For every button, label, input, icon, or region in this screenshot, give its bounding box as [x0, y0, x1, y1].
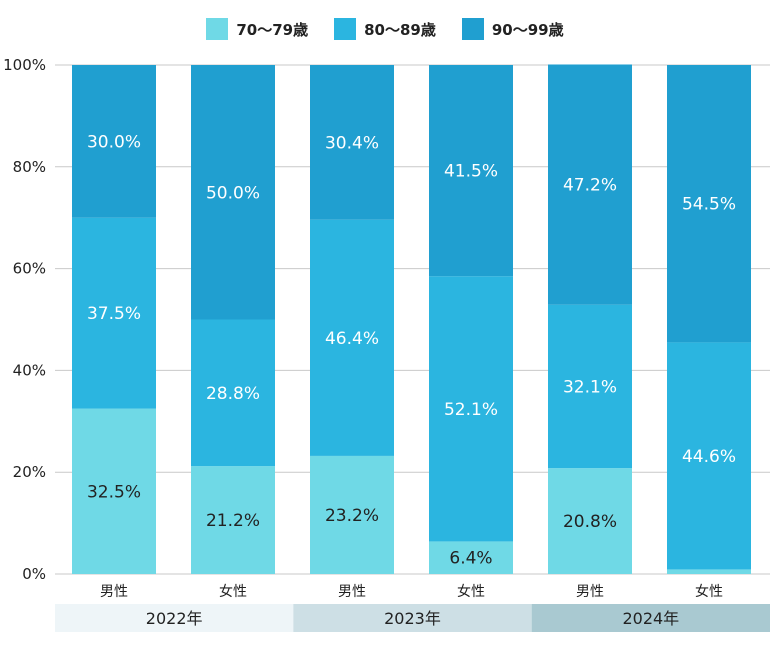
data-label: 47.2% [563, 176, 617, 196]
group-label: 2024年 [622, 609, 679, 628]
bar-segment [429, 276, 513, 542]
bar-segment [548, 64, 632, 305]
bar-segment [310, 219, 394, 456]
legend-label-90s: 90～99歳 [491, 20, 564, 39]
data-label: 50.0% [206, 183, 260, 203]
bar-segment [72, 65, 156, 218]
x-tick-label: 女性 [219, 583, 247, 600]
legend-item-70s: 70～79歳 [206, 18, 308, 40]
legend-item-80s: 80～89歳 [334, 18, 436, 40]
x-tick-label: 女性 [695, 583, 723, 600]
y-tick-label: 100% [3, 56, 46, 74]
bar-segment [191, 65, 275, 320]
data-label: 20.8% [563, 512, 617, 532]
y-tick-label: 40% [13, 361, 46, 379]
x-tick-label: 男性 [100, 584, 128, 600]
bar-segment [667, 569, 751, 574]
data-label: 46.4% [325, 329, 379, 349]
data-label: 30.4% [325, 133, 379, 153]
group-label: 2022年 [146, 609, 203, 628]
group-band [531, 604, 770, 632]
data-label: 44.6% [682, 447, 736, 467]
bar-segment [429, 541, 513, 574]
data-label: 37.5% [87, 304, 141, 324]
data-label: 52.1% [444, 400, 498, 420]
legend-label-70s: 70～79歳 [236, 20, 309, 39]
bar-segment [429, 65, 513, 277]
bar-segment [667, 342, 751, 570]
data-label: 6.4% [449, 549, 492, 569]
y-tick-label: 20% [13, 463, 46, 481]
data-label: 54.5% [682, 195, 736, 215]
data-label: 32.1% [563, 377, 617, 397]
data-label: 30.0% [87, 132, 141, 152]
bar-segment [310, 65, 394, 220]
legend-label-80s: 80～89歳 [364, 20, 436, 39]
legend-swatch-70s [206, 18, 229, 40]
legend: 70～79歳 80～89歳 90～99歳 [0, 18, 770, 40]
bar-segment [667, 65, 751, 343]
x-tick-label: 女性 [457, 583, 485, 600]
group-band [293, 604, 532, 632]
legend-swatch-90s [461, 18, 484, 40]
bar-segment [548, 304, 632, 469]
bar-segment [310, 455, 394, 574]
bar-segment [191, 466, 275, 574]
bar-segment [72, 217, 156, 409]
x-tick-label: 男性 [338, 584, 366, 600]
y-tick-label: 80% [13, 158, 46, 176]
bar-segment [191, 319, 275, 467]
data-label: 23.2% [325, 506, 379, 526]
bar-segment [72, 408, 156, 574]
legend-item-90s: 90～99歳 [461, 18, 564, 40]
group-band [55, 604, 294, 632]
x-tick-label: 男性 [576, 584, 604, 600]
data-label: 32.5% [87, 482, 141, 502]
data-label: 41.5% [444, 162, 498, 182]
legend-swatch-80s [334, 18, 357, 40]
data-label: 28.8% [206, 384, 260, 404]
y-tick-label: 0% [22, 565, 46, 583]
y-tick-label: 60% [13, 260, 46, 278]
data-label: 21.2% [206, 511, 260, 531]
group-label: 2023年 [384, 609, 441, 628]
bar-segment [548, 468, 632, 574]
